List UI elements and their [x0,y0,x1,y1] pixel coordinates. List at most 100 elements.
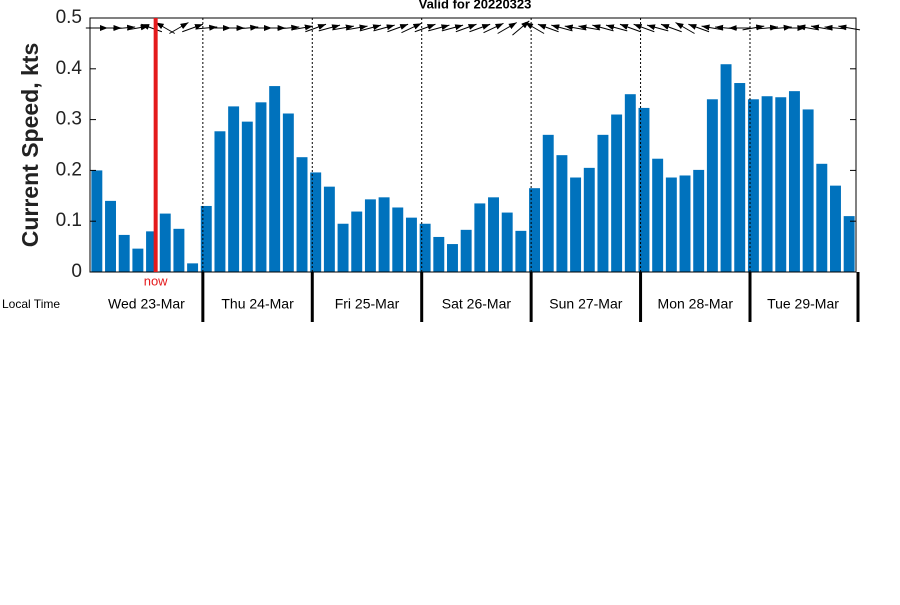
day-label: Sun 27-Mar [549,296,622,312]
bar [351,211,363,272]
bar [118,234,130,272]
bar [638,107,650,272]
bar [146,231,158,272]
direction-arrow [633,23,655,33]
bar [228,106,240,272]
y-tick-label: 0.4 [56,58,83,79]
bar [241,121,253,272]
direction-arrow [126,24,149,31]
now-label: now [144,273,168,288]
bar [392,207,404,272]
direction-arrow [414,23,436,33]
direction-arrow [277,24,300,31]
direction-arrow [619,23,641,33]
bar [501,212,513,272]
y-tick-label: 0.2 [56,159,82,180]
direction-arrow [605,24,628,32]
bar [802,109,814,272]
bar [693,169,705,272]
day-label: Fri 25-Mar [335,296,400,312]
bar [474,203,486,272]
direction-arrow [838,24,861,31]
direction-arrow [373,24,395,32]
bar [378,197,390,272]
bar [159,213,171,272]
bar [269,86,281,273]
bar [583,167,595,272]
day-label: Thu 24-Mar [221,296,294,312]
chart-title: Valid for 20220323 [419,0,532,11]
direction-arrow [291,24,313,31]
bar [830,185,841,272]
direction-arrow [359,24,382,32]
bar [775,97,787,272]
day-label: Mon 28-Mar [658,296,734,312]
bar [652,158,664,272]
bar [720,64,732,272]
direction-arrow [345,24,368,31]
direction-arrow [483,22,504,34]
bar [679,175,691,272]
bar [91,170,103,272]
direction-arrow [646,24,669,32]
direction-arrow [182,23,204,33]
bar [433,236,445,272]
direction-arrow [236,24,259,31]
bar [105,200,116,272]
plot-frame [89,17,857,273]
direction-arrow [113,24,136,31]
direction-arrow [742,24,765,31]
direction-arrow [441,24,464,32]
direction-arrow [497,22,517,34]
direction-arrow [428,24,450,32]
direction-arrow [537,23,559,33]
direction-arrow [387,23,409,33]
direction-arrow [660,23,682,33]
direction-arrow [756,24,779,31]
bar [611,114,623,273]
direction-arrow [524,22,545,34]
day-label: Wed 23-Mar [108,296,185,312]
direction-arrow [701,24,724,31]
bar [761,96,773,273]
y-tick-label: 0.1 [56,210,82,231]
direction-arrow [169,22,189,34]
bar [255,102,267,272]
direction-arrow [195,24,218,31]
bar [419,223,431,272]
bar [529,188,541,272]
bar [488,197,499,272]
bar [734,83,746,272]
bar [405,217,417,272]
bar [337,223,349,272]
y-tick-label: 0.5 [56,7,82,28]
x-axis-label: Local Time [2,297,60,311]
day-label: Sat 26-Mar [442,296,512,312]
direction-arrow [318,24,341,32]
bar [282,113,294,272]
y-tick-label: 0 [71,261,82,282]
direction-arrow [401,22,422,34]
bar [460,229,472,272]
bar [132,248,144,272]
bar [542,134,554,272]
y-axis-label: Current Speed, kts [17,43,43,248]
direction-arrow [141,23,163,33]
bar [310,172,322,272]
bar [323,186,335,272]
bar [816,163,828,272]
bar [747,99,759,272]
bar [515,230,527,272]
bar [556,155,568,272]
bar [706,99,718,272]
direction-arrow [675,22,695,34]
bar [173,228,185,272]
direction-arrow [469,23,491,33]
day-label: Tue 29-Mar [767,296,839,312]
bar [843,216,855,272]
direction-arrow [769,24,792,31]
bar [187,263,199,272]
bar [788,91,800,272]
bar [200,205,212,272]
